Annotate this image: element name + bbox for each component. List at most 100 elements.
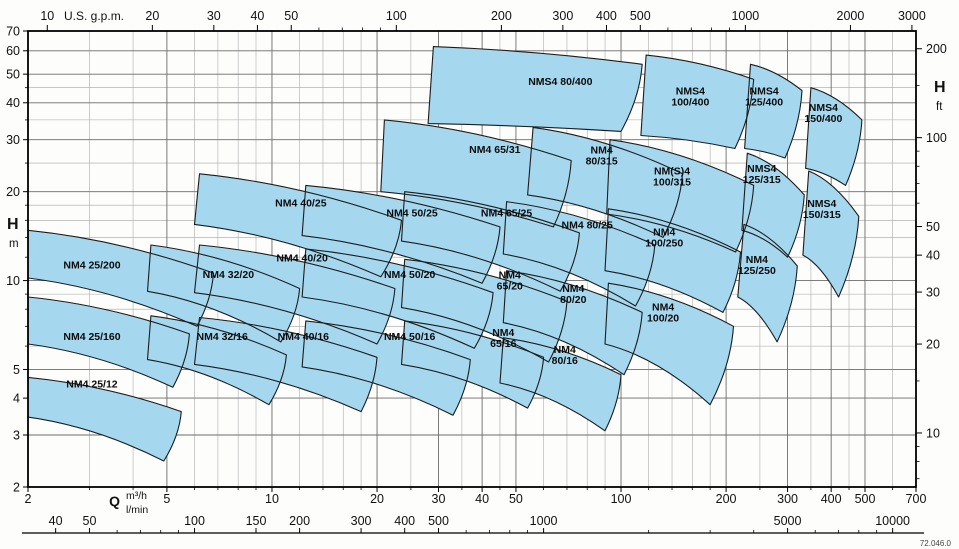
lmin-tick-label: 100 xyxy=(184,514,205,528)
pump-region xyxy=(744,64,802,158)
pump-region xyxy=(302,185,500,284)
h-tick-label: 3 xyxy=(13,428,20,442)
h-right-axis-unit: H xyxy=(934,79,946,96)
q-tick-label: 30 xyxy=(432,492,446,506)
pump-label-line: 125/400 xyxy=(745,97,783,109)
pump-region xyxy=(605,208,741,313)
h-tick-label: 50 xyxy=(6,67,20,81)
pump-label: NM4 80/315 xyxy=(586,145,618,168)
ft-tick-label: 30 xyxy=(926,285,940,299)
pump-label-line: 100/20 xyxy=(647,312,679,324)
pump-label-line: NM4 xyxy=(746,254,768,266)
pump-region xyxy=(802,171,859,297)
q-tick-label: 20 xyxy=(370,492,384,506)
pump-regions-outline xyxy=(28,46,863,462)
gpm-tick-label: 2000 xyxy=(837,9,865,23)
pump-label-line: NM(S)4 xyxy=(654,166,690,178)
lmin-axis-unit: l/min xyxy=(126,504,148,516)
pump-region xyxy=(428,46,643,132)
pump-label: NM4 25/12 xyxy=(66,378,118,390)
pump-label: NM4 40/25 xyxy=(275,198,327,210)
pump-label-line: 80/20 xyxy=(560,294,586,306)
h-tick-label: 2 xyxy=(13,480,20,494)
pump-region xyxy=(194,173,402,277)
pump-label-line: 150/400 xyxy=(804,113,842,125)
q-tick-label: 50 xyxy=(509,492,523,506)
q-tick-label: 500 xyxy=(855,492,876,506)
h-axis-unit: H xyxy=(7,216,19,233)
gpm-tick-label: 100 xyxy=(386,9,407,23)
pump-region xyxy=(28,230,214,327)
pump-label-line: NM4 xyxy=(492,327,514,339)
pump-label-line: NMS4 xyxy=(676,86,705,98)
gpm-tick-label: 500 xyxy=(630,9,651,23)
pump-region-border xyxy=(400,258,568,363)
pump-label: NMS4 80/400 xyxy=(528,76,592,88)
pump-region xyxy=(194,245,395,344)
gpm-tick-label: 1000 xyxy=(731,9,759,23)
pump-region xyxy=(605,283,734,405)
pump-label-line: 125/250 xyxy=(738,265,776,277)
pump-label: NM4 80/25 xyxy=(562,220,614,232)
pump-region xyxy=(302,320,471,416)
pump-regions-fill xyxy=(28,46,862,461)
q-axis-unit: Q xyxy=(109,493,120,509)
pump-region-border xyxy=(741,152,805,258)
pump-label: NM4 25/160 xyxy=(63,331,120,343)
pump-region xyxy=(28,377,182,461)
lmin-tick-label: 50 xyxy=(83,514,97,528)
ft-tick-label: 200 xyxy=(926,42,947,56)
lmin-tick-label: 1000 xyxy=(530,514,558,528)
gpm-tick-label: 200 xyxy=(491,9,512,23)
ft-axis-unit: ft xyxy=(936,101,943,113)
pump-region xyxy=(503,201,655,306)
pump-label: NM4 40/16 xyxy=(278,331,330,343)
q-tick-label: 5 xyxy=(163,492,170,506)
pump-label: NM(S)4 100/315 xyxy=(653,166,691,189)
h-tick-label: 10 xyxy=(6,274,20,288)
gpm-tick-label: 40 xyxy=(250,9,264,23)
h-tick-label: 60 xyxy=(6,44,20,58)
ft-tick-label: 100 xyxy=(926,131,947,145)
pump-label: NM4 25/200 xyxy=(63,259,120,271)
pump-label-line: 65/20 xyxy=(497,281,523,293)
gpm-axis-unit: U.S. g.p.m. xyxy=(64,9,124,23)
gpm-tick-label: 30 xyxy=(207,9,221,23)
h-tick-label: 40 xyxy=(6,96,20,110)
lmin-tick-label: 200 xyxy=(289,514,310,528)
pump-region-border xyxy=(146,244,301,343)
h-tick-label: 30 xyxy=(6,133,20,147)
pump-label-line: NMS4 xyxy=(809,102,838,114)
pump-region-border xyxy=(499,337,622,432)
pump-region-border xyxy=(400,191,580,292)
gpm-tick-label: 10 xyxy=(40,9,54,23)
lmin-tick-label: 10000 xyxy=(875,514,910,528)
pump-label: NM4 80/20 xyxy=(560,283,586,306)
pump-region-border xyxy=(28,229,215,327)
pump-region-border xyxy=(301,184,501,284)
q-tick-label: 400 xyxy=(821,492,842,506)
pump-label: NM4 65/16 xyxy=(490,327,516,350)
pump-label: NM4 65/31 xyxy=(469,144,521,156)
pump-region-border xyxy=(640,54,755,150)
pump-region-border xyxy=(146,315,287,406)
q-tick-label: 700 xyxy=(906,492,927,506)
pump-region-border xyxy=(427,46,643,132)
pump-label: NM4 32/16 xyxy=(196,331,248,343)
pump-label: NM4 65/20 xyxy=(497,270,523,293)
pump-region xyxy=(503,270,643,375)
pump-label-line: 100/315 xyxy=(653,177,691,189)
pump-label: NM4 40/20 xyxy=(276,253,328,265)
pump-region xyxy=(737,224,798,342)
pump-region xyxy=(640,55,754,149)
h-tick-label: 5 xyxy=(13,363,20,377)
pump-region xyxy=(606,139,754,252)
q-tick-label: 10 xyxy=(265,492,279,506)
pump-label: NM4 125/250 xyxy=(738,254,776,277)
pump-label-line: 65/16 xyxy=(490,338,516,350)
lmin-tick-label: 150 xyxy=(246,514,267,528)
pump-region-border xyxy=(400,320,545,409)
q-tick-label: 200 xyxy=(716,492,737,506)
pump-label-line: NM4 xyxy=(562,283,584,295)
